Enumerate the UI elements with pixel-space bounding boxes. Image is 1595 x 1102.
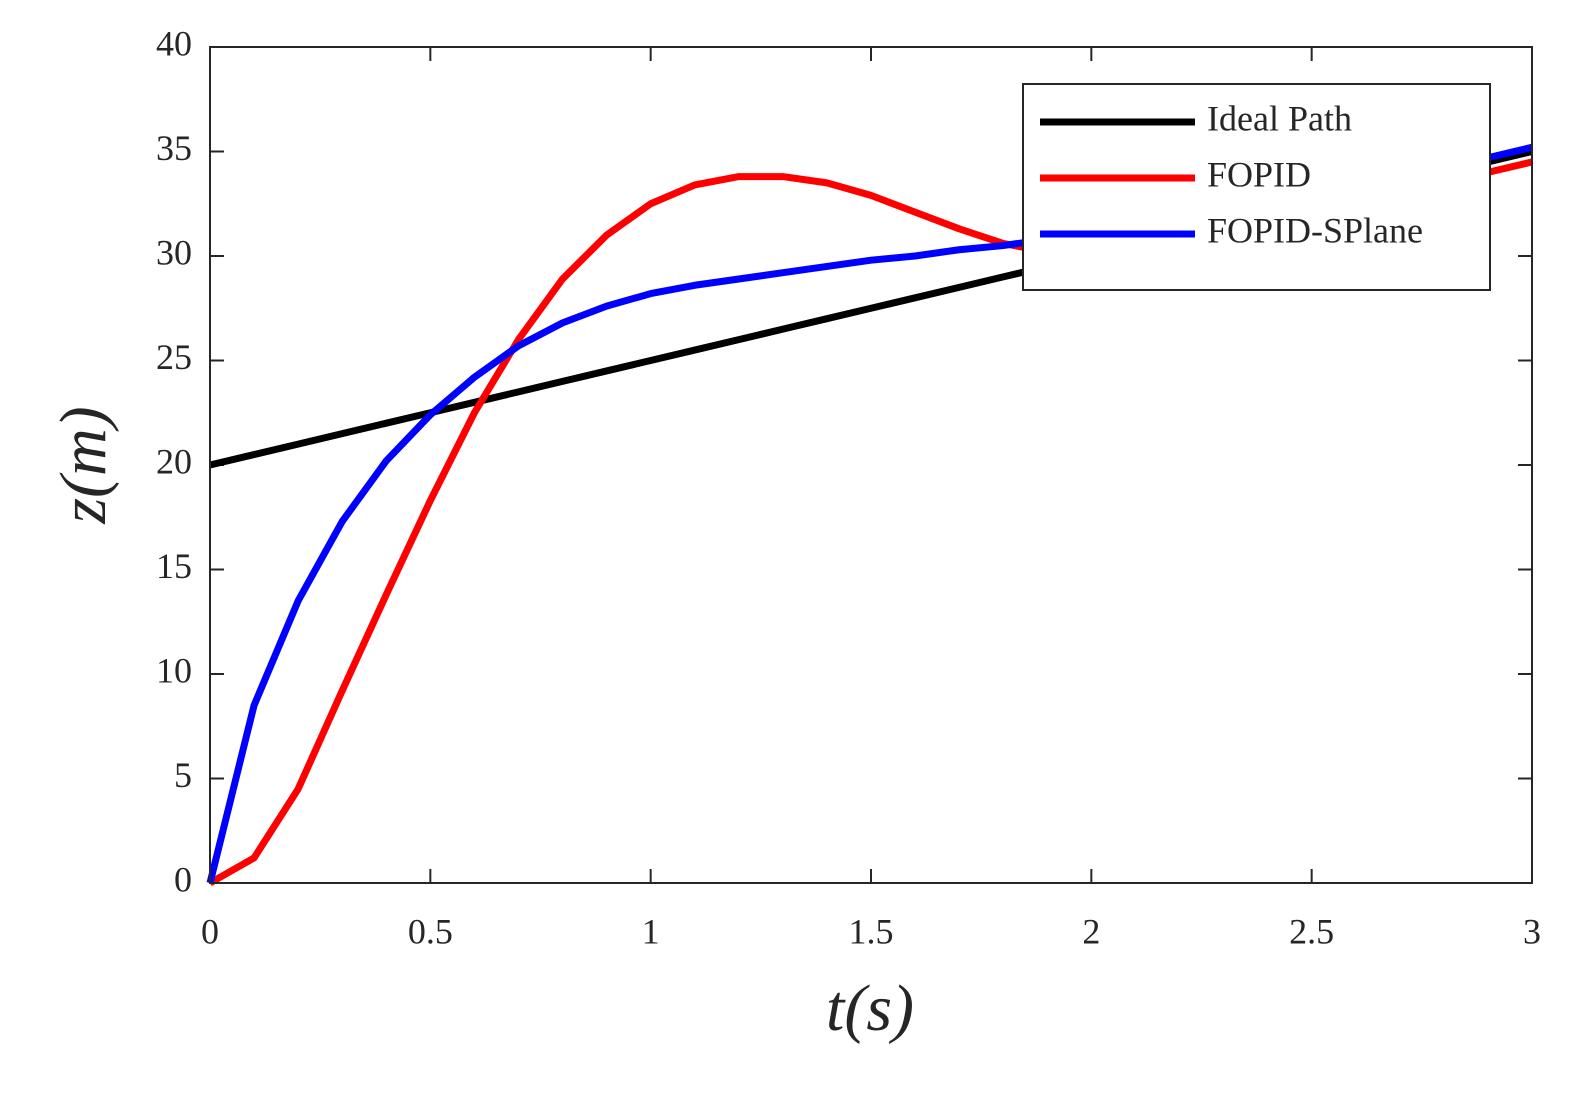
- x-tick-label: 0.5: [408, 911, 453, 951]
- x-tick-label: 3: [1523, 911, 1541, 951]
- x-tick-label: 1: [642, 911, 660, 951]
- y-tick-label: 10: [156, 650, 192, 690]
- legend-box: [1022, 83, 1491, 291]
- y-tick-label: 40: [156, 23, 192, 63]
- x-tick-label: 2.5: [1289, 911, 1334, 951]
- legend-label: Ideal Path: [1207, 98, 1352, 138]
- y-tick-label: 5: [174, 755, 192, 795]
- y-tick-label: 30: [156, 232, 192, 272]
- y-tick-label: 25: [156, 337, 192, 377]
- y-tick-label: 0: [174, 859, 192, 899]
- y-tick-label: 35: [156, 128, 192, 168]
- x-tick-label: 1.5: [849, 911, 894, 951]
- legend-label: FOPID-SPlane: [1207, 210, 1423, 250]
- y-axis-label: z(m): [47, 406, 120, 524]
- y-tick-label: 15: [156, 546, 192, 586]
- x-axis-label: t(s): [826, 972, 914, 1045]
- x-tick-label: 0: [201, 911, 219, 951]
- x-tick-label: 2: [1082, 911, 1100, 951]
- y-tick-label: 20: [156, 441, 192, 481]
- legend-label: FOPID: [1207, 154, 1311, 194]
- plot-frame: [209, 46, 1533, 884]
